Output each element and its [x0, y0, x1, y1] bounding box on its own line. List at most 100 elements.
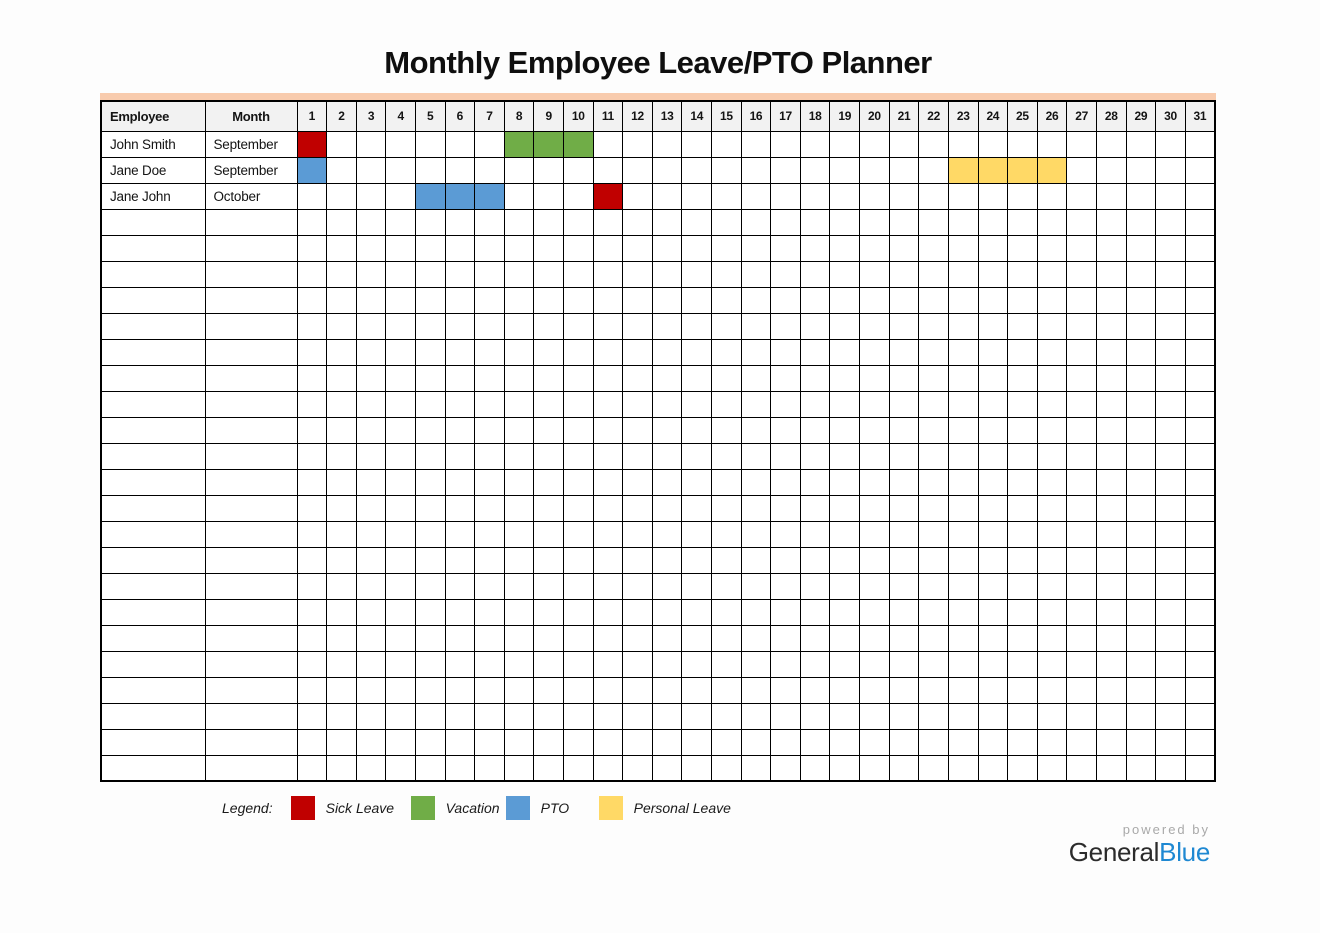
day-cell [740, 338, 772, 366]
day-cell [533, 234, 564, 262]
day-cell [918, 390, 949, 418]
day-cell [562, 728, 594, 756]
day-cell [414, 156, 446, 184]
day-cell [474, 546, 505, 574]
day-cell [1125, 728, 1157, 756]
day-cell [770, 286, 801, 314]
day-cell [533, 468, 564, 496]
day-column-header: 5 [414, 100, 446, 132]
day-cell [1036, 364, 1068, 392]
day-cell [414, 702, 446, 730]
day-cell [326, 624, 357, 652]
day-cell [503, 390, 535, 418]
day-cell [977, 312, 1009, 340]
day-cell [533, 312, 564, 340]
empty-row [100, 312, 1216, 340]
day-cell [859, 208, 890, 236]
day-cell [444, 208, 476, 236]
day-cell [355, 598, 387, 626]
day-cell [503, 494, 535, 522]
day-cell [592, 390, 624, 418]
day-cell [829, 650, 861, 678]
day-cell [533, 754, 564, 782]
day-cell [1095, 624, 1127, 652]
legend-item-label: PTO [540, 800, 570, 816]
day-cell [947, 754, 979, 782]
day-cell [888, 520, 920, 548]
day-cell [1184, 572, 1216, 600]
day-cell [859, 728, 890, 756]
employee-name-cell [100, 546, 206, 574]
day-cell [977, 598, 1009, 626]
day-cell [947, 572, 979, 600]
day-cell [1125, 260, 1157, 288]
day-cell [711, 416, 742, 444]
empty-row [100, 260, 1216, 288]
day-cell [444, 312, 476, 340]
day-cell [1155, 468, 1186, 496]
day-cell [918, 676, 949, 704]
day-cell [859, 312, 890, 340]
footer-brand: powered by GeneralBlue [100, 823, 1216, 865]
day-cell [770, 416, 801, 444]
day-cell [1125, 338, 1157, 366]
day-cell [1184, 494, 1216, 522]
day-cell [444, 702, 476, 730]
empty-row [100, 468, 1216, 496]
day-cell [1125, 650, 1157, 678]
day-cell [622, 546, 653, 574]
day-cell [651, 676, 683, 704]
day-cell [355, 494, 387, 522]
employee-name-cell [100, 702, 206, 730]
day-cell [1155, 754, 1186, 782]
planner-header-row: Employee Month 1 2 3 4 5 6 7 8 9 10 11 12 13 14 15 16 17 18… [100, 100, 1216, 132]
day-cell [1125, 624, 1157, 652]
day-cell [622, 338, 653, 366]
month-cell [204, 598, 298, 626]
leave-cell-personal [1007, 156, 1038, 184]
day-cell [592, 364, 624, 392]
day-cell [592, 312, 624, 340]
day-cell [1036, 650, 1068, 678]
day-cell [1184, 286, 1216, 314]
day-cell [355, 182, 387, 210]
day-cell [918, 338, 949, 366]
day-cell [1095, 416, 1127, 444]
day-cell [562, 286, 594, 314]
day-cell [1066, 442, 1097, 470]
day-cell [918, 650, 949, 678]
day-cell [859, 182, 890, 210]
day-cell [1184, 442, 1216, 470]
day-cell [859, 286, 890, 314]
day-cell [355, 286, 387, 314]
day-cell [651, 442, 683, 470]
day-cell [711, 156, 742, 184]
day-cell [651, 364, 683, 392]
day-cell [859, 754, 890, 782]
day-cell [622, 598, 653, 626]
day-cell [681, 572, 713, 600]
day-cell [326, 416, 357, 444]
day-cell [681, 754, 713, 782]
day-cell [1184, 624, 1216, 652]
day-cell [326, 520, 357, 548]
day-cell [888, 286, 920, 314]
day-cell [740, 624, 772, 652]
day-cell [355, 572, 387, 600]
day-cell [711, 234, 742, 262]
day-cell [1155, 182, 1186, 210]
day-cell [1036, 702, 1068, 730]
day-cell [977, 728, 1009, 756]
day-cell [977, 416, 1009, 444]
day-cell [1007, 286, 1038, 314]
day-cell [1007, 754, 1038, 782]
day-cell [888, 364, 920, 392]
day-cell [859, 156, 890, 184]
day-cell [829, 468, 861, 496]
day-cell [947, 624, 979, 652]
day-cell [414, 572, 446, 600]
day-cell [592, 468, 624, 496]
day-cell [651, 130, 683, 158]
day-cell [918, 520, 949, 548]
day-cell [592, 338, 624, 366]
